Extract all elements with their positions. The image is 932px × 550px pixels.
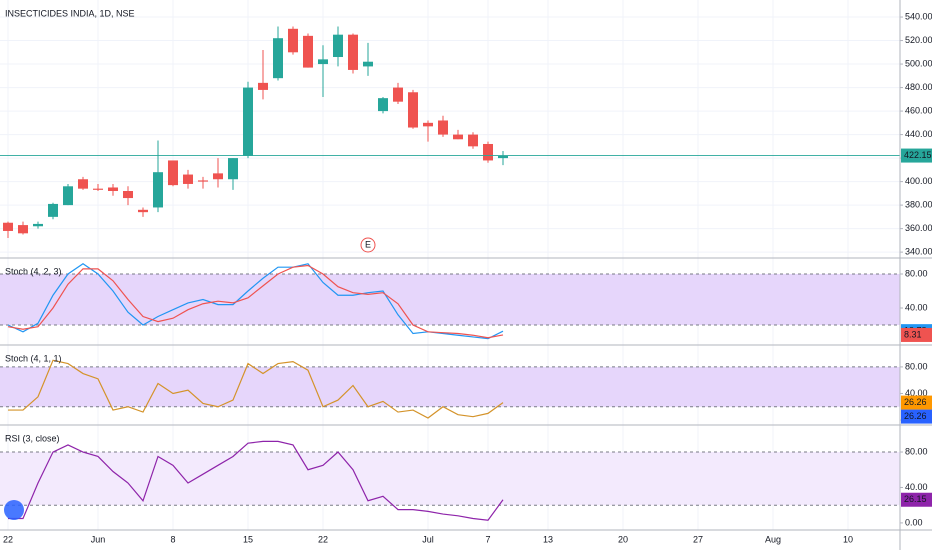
price-tag-label: 8.31 <box>904 329 922 339</box>
candle-body <box>213 173 223 180</box>
candle-body <box>468 134 478 147</box>
candle-body <box>258 82 268 90</box>
y-tick-label: 340.00 <box>905 246 932 256</box>
band <box>0 452 900 506</box>
pane-title: RSI (3, close) <box>5 433 60 443</box>
indicator-line <box>8 359 504 419</box>
candle-body <box>273 38 283 79</box>
candle-body <box>93 188 103 190</box>
indicator-line <box>7 264 504 339</box>
candle-body <box>48 203 58 217</box>
price-tag-label: 26.26 <box>904 411 927 421</box>
event-label: E <box>365 239 371 249</box>
candle-body <box>333 34 343 58</box>
candle-body <box>63 186 73 206</box>
y-tick-label: 400.00 <box>905 176 932 186</box>
y-tick-label: 380.00 <box>905 199 932 209</box>
x-tick-label: Jun <box>91 534 106 544</box>
candle-body <box>303 35 313 68</box>
band <box>0 273 900 326</box>
candle-body <box>423 122 433 127</box>
candle-body <box>123 191 133 199</box>
y-tick-label: 540.00 <box>905 11 932 21</box>
candle-body <box>138 209 148 213</box>
candle-body <box>198 180 208 182</box>
price-tag <box>901 148 932 163</box>
candle-body <box>318 59 328 65</box>
price-tag <box>901 409 932 424</box>
candle-body <box>228 158 238 180</box>
candle-body <box>393 87 403 102</box>
x-tick-label: 10 <box>843 534 853 544</box>
y-tick-label: 440.00 <box>905 129 932 139</box>
candle-body <box>453 134 463 140</box>
price-tag-label: 26.15 <box>904 494 927 504</box>
candle-body <box>348 34 358 70</box>
logo <box>4 500 24 520</box>
y-tick-label: 40.00 <box>905 302 928 312</box>
y-tick-label: 40.00 <box>905 388 928 398</box>
y-tick-label: 80.00 <box>905 268 928 278</box>
price-tag-label: 422.15 <box>904 150 932 160</box>
candle-body <box>78 179 88 189</box>
y-tick-label: 520.00 <box>905 35 932 45</box>
y-tick-label: 0.00 <box>905 517 923 527</box>
y-tick-label: 460.00 <box>905 105 932 115</box>
candle-body <box>378 98 388 112</box>
y-tick-label: 360.00 <box>905 223 932 233</box>
price-tag <box>901 395 932 410</box>
x-tick-label: Jul <box>422 534 434 544</box>
candle-body <box>438 120 448 135</box>
y-tick-label: 480.00 <box>905 82 932 92</box>
indicator-line <box>8 440 504 521</box>
candle-body <box>363 61 373 67</box>
candle-body <box>153 172 163 208</box>
x-tick-label: 27 <box>693 534 703 544</box>
band <box>0 366 900 407</box>
candle-body <box>483 143 493 161</box>
candle-body <box>498 155 508 159</box>
y-tick-label: 80.00 <box>905 361 928 371</box>
candle-body <box>288 28 298 53</box>
x-tick-label: 8 <box>170 534 175 544</box>
candle-body <box>183 174 193 184</box>
price-tag <box>901 327 932 342</box>
x-tick-label: 22 <box>3 534 13 544</box>
pane-title: Stoch (4, 2, 3) <box>5 266 62 276</box>
x-tick-label: Aug <box>765 534 781 544</box>
y-tick-label: 40.00 <box>905 482 928 492</box>
candle-body <box>243 87 253 156</box>
pane-title: INSECTICIDES INDIA, 1D, NSE <box>5 8 135 18</box>
x-tick-label: 7 <box>485 534 490 544</box>
candle-body <box>108 187 118 192</box>
event-marker <box>360 237 376 253</box>
x-tick-label: 22 <box>318 534 328 544</box>
price-tag <box>901 492 932 507</box>
x-tick-label: 15 <box>243 534 253 544</box>
pane-title: Stoch (4, 1, 1) <box>5 353 62 363</box>
candle-body <box>408 92 418 128</box>
candle-body <box>3 222 13 231</box>
x-tick-label: 13 <box>543 534 553 544</box>
price-tag-label: 26.26 <box>904 397 927 407</box>
y-tick-label: 500.00 <box>905 58 932 68</box>
candle-body <box>18 225 28 234</box>
x-tick-label: 20 <box>618 534 628 544</box>
y-tick-label: 80.00 <box>905 446 928 456</box>
candle-body <box>168 160 178 186</box>
candle-body <box>33 223 43 227</box>
